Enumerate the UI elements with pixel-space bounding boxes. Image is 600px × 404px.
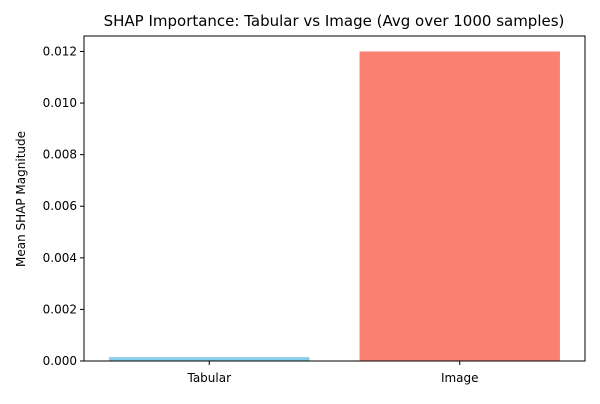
x-tick-label: Image	[441, 371, 479, 385]
y-axis: 0.000 0.002 0.004 0.006 0.008 0.010 0.012	[43, 44, 84, 368]
y-tick-label: 0.008	[43, 148, 77, 162]
y-axis-label: Mean SHAP Magnitude	[14, 131, 28, 267]
chart-title: SHAP Importance: Tabular vs Image (Avg o…	[104, 12, 565, 30]
bar-image	[359, 51, 560, 361]
x-tick-label: Tabular	[186, 371, 231, 385]
y-tick-label: 0.012	[43, 44, 77, 58]
axes-frame	[83, 35, 586, 362]
y-tick-label: 0.004	[43, 251, 77, 265]
y-tick-label: 0.010	[43, 96, 77, 110]
plot-area	[83, 35, 586, 362]
x-axis: Tabular Image	[186, 361, 479, 385]
bar-tabular	[109, 357, 310, 361]
y-tick-label: 0.006	[43, 199, 77, 213]
y-tick-label: 0.000	[43, 354, 77, 368]
y-tick-label: 0.002	[43, 302, 77, 316]
